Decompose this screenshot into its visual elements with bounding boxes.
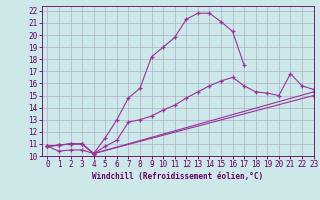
X-axis label: Windchill (Refroidissement éolien,°C): Windchill (Refroidissement éolien,°C) (92, 172, 263, 181)
